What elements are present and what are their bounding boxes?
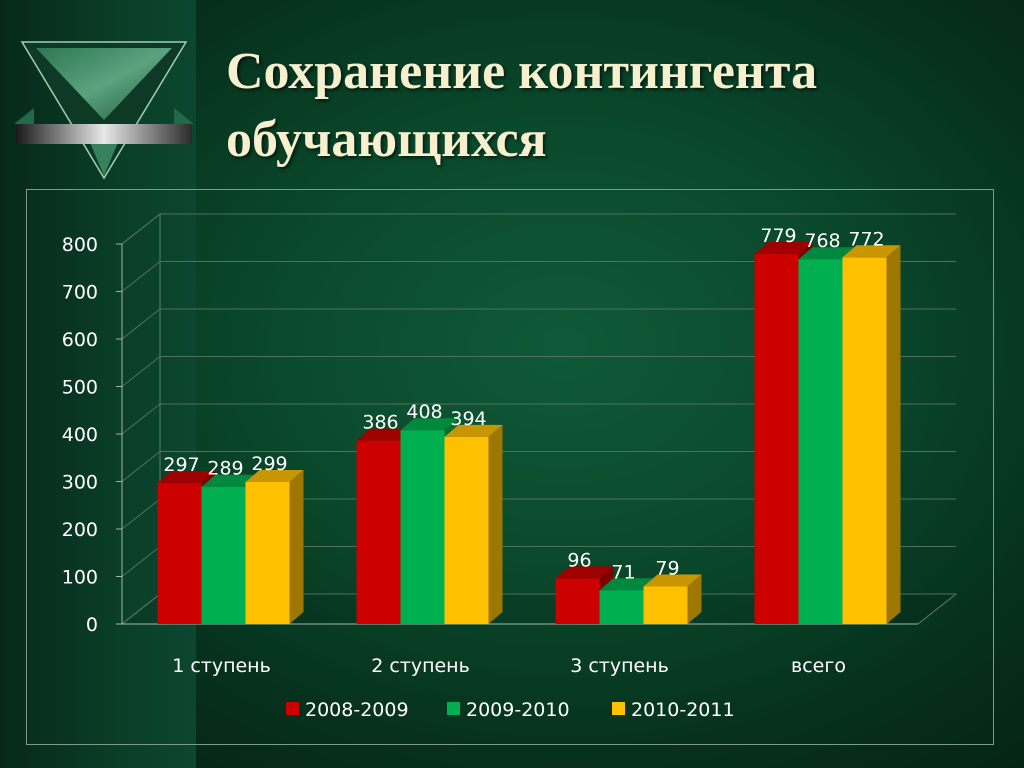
category-label: всего [791,655,846,677]
data-label: 779 [760,225,796,247]
legend-swatch [612,702,625,715]
slide-title-line1: Сохранение контингента [226,43,818,100]
y-tick-label: 700 [62,282,98,304]
data-label: 386 [362,412,398,434]
legend-label: 2009-2010 [466,699,570,721]
data-label: 71 [611,561,635,583]
slide-title-line2: обучающихся [226,111,547,168]
bar-side [687,574,702,624]
bar-top [754,241,813,254]
bar-top [798,247,857,260]
data-label: 768 [804,230,840,252]
data-label: 96 [567,549,591,571]
pyramid-logo-icon [14,41,194,180]
bar-top [444,424,503,437]
bar [201,486,246,624]
y-tick-label: 0 [86,614,98,636]
data-label: 772 [848,228,884,250]
legend-label: 2010-2011 [631,699,735,721]
gridline-side [121,261,161,292]
y-tick-label: 200 [62,519,98,541]
data-label: 299 [251,453,287,475]
gridline-side [121,546,161,577]
bar [356,440,401,624]
slide-title: Сохранение контингента обучающихся [226,38,1006,174]
legend-swatch [286,702,299,715]
bar-top [555,566,614,579]
bar [798,259,843,624]
y-tick-label: 800 [62,234,98,256]
bar-top [842,245,901,258]
gridline-side [121,308,161,340]
bar [754,253,799,624]
bar-side [488,424,503,624]
legend-swatch [447,702,460,715]
category-label: 2 ступень [371,655,470,677]
y-tick-label: 600 [62,329,98,351]
bar-top [201,474,260,487]
gridline-side [121,498,161,530]
bar-side [289,469,304,624]
bar-top [245,469,304,482]
chart-frame [26,189,994,745]
bar [444,436,489,624]
gridline-side [121,356,161,387]
legend-label: 2008-2009 [305,699,409,721]
category-label: 1 ступень [172,655,271,677]
gridline-side [121,403,161,435]
bar-side [886,245,901,625]
data-label: 289 [207,458,243,480]
bar [842,257,887,624]
gridline-side [121,451,161,482]
bar [400,430,445,624]
y-tick-label: 500 [62,377,98,399]
bar [157,482,202,624]
bar [599,590,644,624]
category-label: 3 ступень [570,655,669,677]
data-label: 408 [406,401,442,423]
gridline-side [121,593,161,625]
data-label: 297 [163,454,199,476]
bar [555,578,600,624]
gridline-side [121,213,161,245]
data-label: 79 [655,557,679,579]
bar-top [356,428,415,441]
y-tick-label: 300 [62,472,98,494]
bar [643,586,688,624]
bar-top [643,574,702,587]
bar [245,481,290,624]
y-tick-label: 400 [62,424,98,446]
bar-top [599,578,658,591]
data-label: 394 [450,408,486,430]
bar-top [400,418,459,431]
y-tick-label: 100 [62,567,98,589]
bar-top [157,470,216,483]
